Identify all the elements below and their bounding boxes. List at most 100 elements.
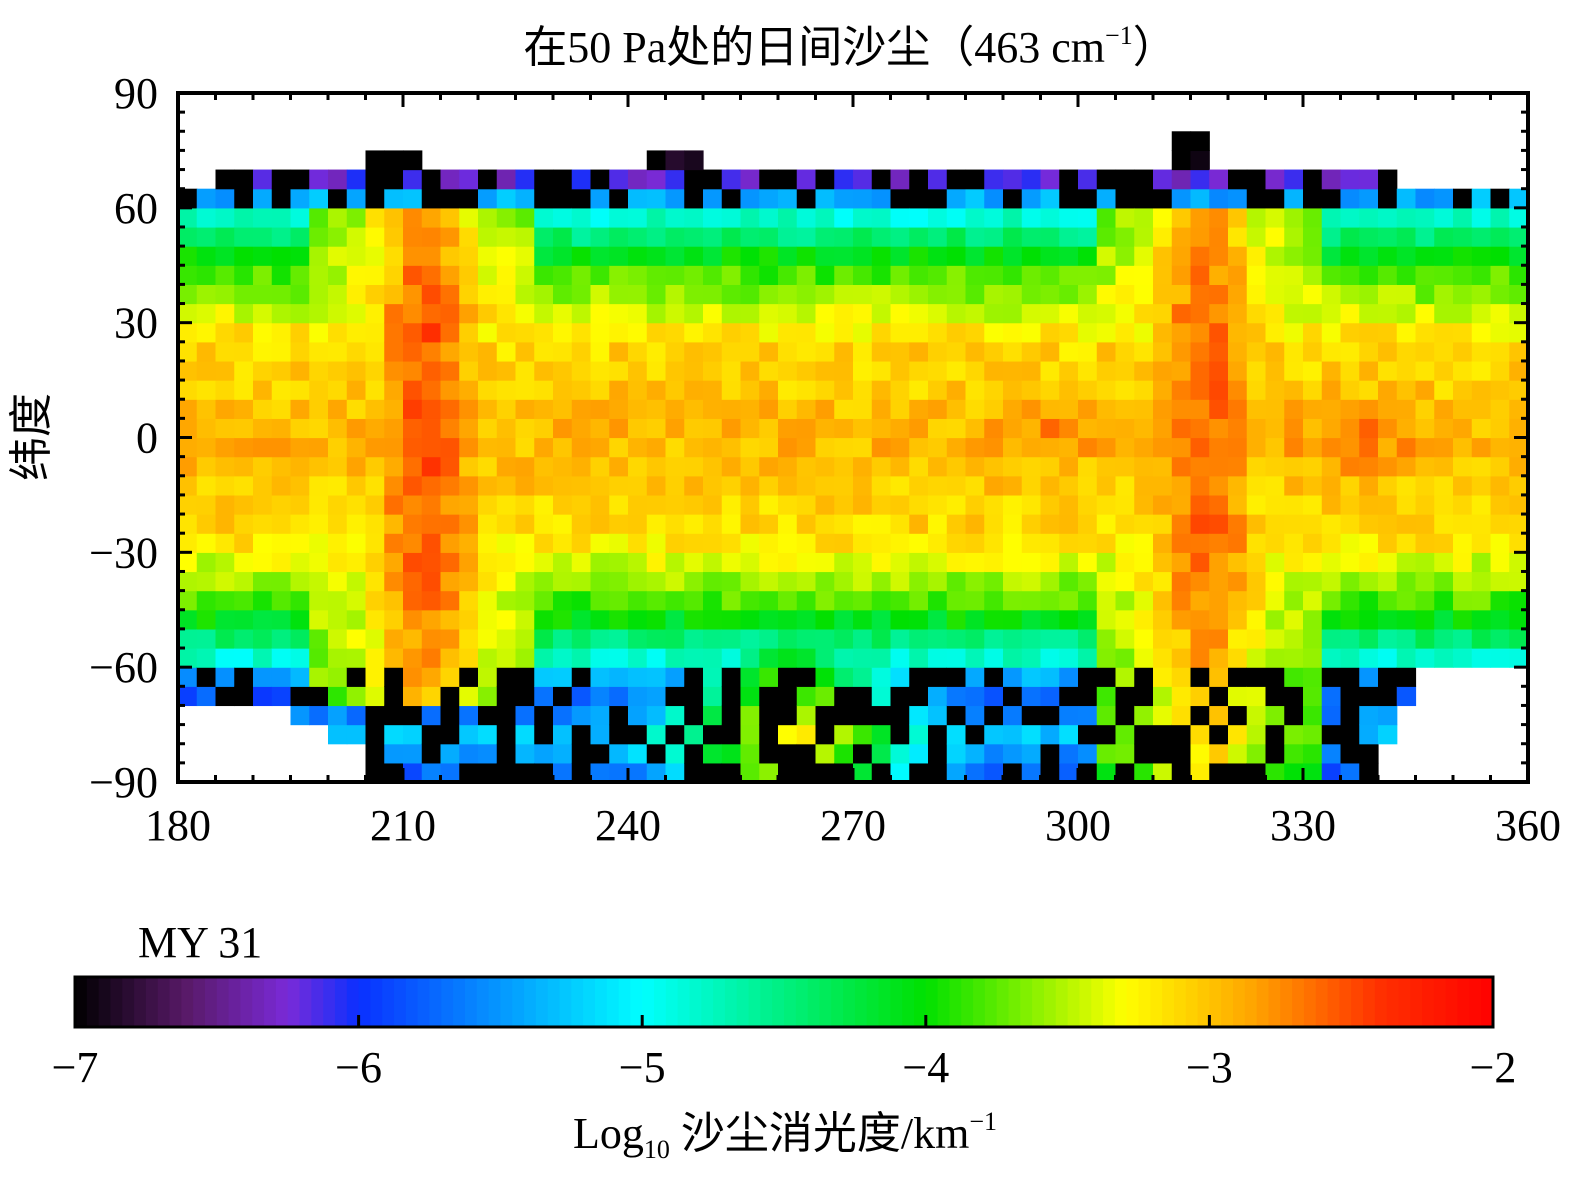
heatmap-cell <box>1190 150 1210 171</box>
heatmap-cell <box>1490 380 1510 400</box>
heatmap-cell <box>1040 494 1060 515</box>
colorbar-segment <box>429 977 442 1027</box>
heatmap-cell <box>478 705 498 726</box>
heatmap-cell <box>1153 303 1173 324</box>
heatmap-cell <box>309 418 329 439</box>
heatmap-cell <box>346 226 367 247</box>
heatmap-cell <box>553 188 573 209</box>
heatmap-cell <box>1246 686 1267 707</box>
heatmap-cell <box>628 533 648 553</box>
heatmap-cell <box>1434 265 1454 285</box>
heatmap-cell <box>1490 246 1510 266</box>
heatmap-cell <box>1509 226 1529 247</box>
heatmap-cell <box>290 341 310 362</box>
heatmap-cell <box>1453 456 1473 477</box>
heatmap-cell <box>984 762 1004 783</box>
heatmap-cell <box>871 762 892 783</box>
heatmap-cell <box>796 724 817 745</box>
heatmap-cell <box>1096 284 1117 305</box>
heatmap-cell <box>1434 475 1454 496</box>
heatmap-cell <box>665 762 685 783</box>
heatmap-cell <box>1021 437 1042 458</box>
heatmap-cell <box>1509 188 1529 209</box>
heatmap-cell <box>703 399 723 419</box>
heatmap-cell <box>515 590 535 611</box>
heatmap-cell <box>1190 494 1210 515</box>
heatmap-cell <box>721 341 742 362</box>
heatmap-cell <box>234 628 254 649</box>
heatmap-cell <box>1021 571 1042 592</box>
heatmap-cell <box>1340 380 1360 400</box>
heatmap-cell <box>928 475 948 496</box>
heatmap-cell <box>496 226 517 247</box>
heatmap-cell <box>571 456 592 477</box>
heatmap-cell <box>815 667 835 687</box>
heatmap-cell <box>478 265 498 285</box>
heatmap-cell <box>534 628 554 649</box>
heatmap-cell <box>1378 705 1398 726</box>
heatmap-cell <box>328 609 348 630</box>
heatmap-cell <box>1096 514 1117 534</box>
heatmap-cell <box>1115 246 1135 266</box>
heatmap-cell <box>1134 418 1154 439</box>
heatmap-cell <box>1434 552 1454 573</box>
heatmap-cell <box>721 437 742 458</box>
colorbar-segment <box>1221 977 1234 1027</box>
colorbar-segment <box>500 977 513 1027</box>
heatmap-cell <box>665 207 685 228</box>
heatmap-cell <box>684 399 704 419</box>
heatmap-cell <box>1246 667 1267 687</box>
heatmap-cell <box>984 590 1004 611</box>
heatmap-cell <box>365 609 385 630</box>
heatmap-cell <box>1471 207 1492 228</box>
heatmap-cell <box>1003 705 1023 726</box>
heatmap-cell <box>459 628 479 649</box>
heatmap-cell <box>909 705 929 726</box>
heatmap-cell <box>253 514 273 534</box>
heatmap-cell <box>515 494 535 515</box>
heatmap-cell <box>571 246 592 266</box>
chart-title-sup: −1 <box>1105 21 1133 50</box>
heatmap-cell <box>646 207 667 228</box>
heatmap-cell <box>1340 418 1360 439</box>
heatmap-cell <box>1471 590 1492 611</box>
heatmap-cell <box>909 169 929 190</box>
heatmap-cell <box>1134 475 1154 496</box>
heatmap-cell <box>815 686 835 707</box>
heatmap-cell <box>1021 552 1042 573</box>
heatmap-cell <box>196 609 217 630</box>
heatmap-cell <box>740 456 760 477</box>
heatmap-cell <box>328 303 348 324</box>
heatmap-cell <box>365 475 385 496</box>
heatmap-cell <box>703 188 723 209</box>
heatmap-cell <box>1415 380 1435 400</box>
heatmap-cell <box>834 686 854 707</box>
heatmap-cell <box>1228 188 1248 209</box>
colorbar-segment <box>618 977 631 1027</box>
heatmap-cell <box>365 226 385 247</box>
heatmap-cell <box>684 207 704 228</box>
heatmap-cell <box>1228 284 1248 305</box>
heatmap-cell <box>290 705 310 726</box>
heatmap-cell <box>871 341 892 362</box>
heatmap-cell <box>759 552 779 573</box>
heatmap-cell <box>703 437 723 458</box>
heatmap-cell <box>759 705 779 726</box>
heatmap-cell <box>1003 628 1023 649</box>
heatmap-cell <box>553 724 573 745</box>
heatmap-cell <box>178 226 198 247</box>
heatmap-cell <box>346 284 367 305</box>
heatmap-cell <box>459 609 479 630</box>
heatmap-cell <box>1265 762 1285 783</box>
heatmap-cell <box>1415 571 1435 592</box>
heatmap-cell <box>703 667 723 687</box>
heatmap-cell <box>309 494 329 515</box>
heatmap-cell <box>290 169 310 190</box>
heatmap-cell <box>1134 207 1154 228</box>
colorbar-segment <box>1386 977 1400 1027</box>
heatmap-cell <box>271 456 292 477</box>
heatmap-cell <box>478 762 498 783</box>
heatmap-cell <box>1471 284 1492 305</box>
colorbar-segment <box>1351 977 1364 1027</box>
heatmap-cell <box>1340 226 1360 247</box>
